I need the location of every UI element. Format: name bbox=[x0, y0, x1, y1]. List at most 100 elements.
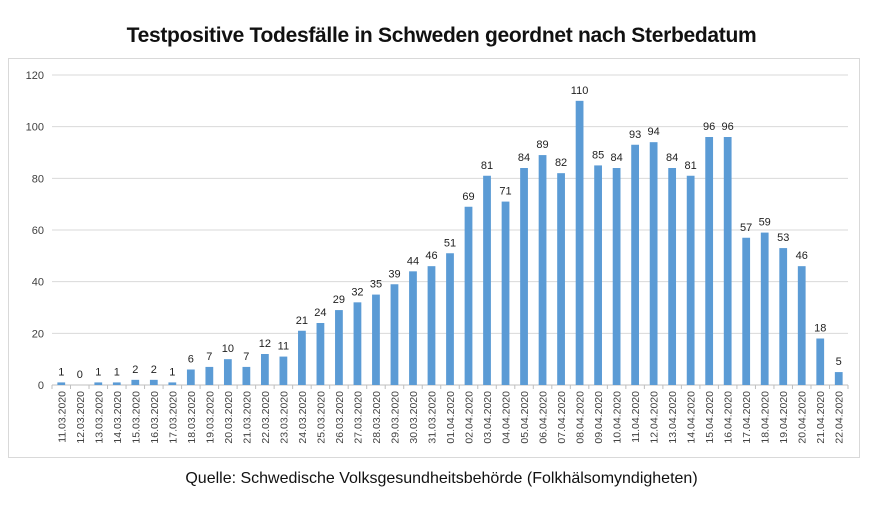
y-tick-label: 60 bbox=[32, 225, 44, 237]
x-tick-label: 10.04.2020 bbox=[612, 391, 624, 444]
x-tick-label: 12.04.2020 bbox=[649, 391, 661, 444]
data-label: 57 bbox=[740, 222, 752, 234]
bar bbox=[205, 366, 214, 385]
x-tick-label: 20.04.2020 bbox=[797, 391, 809, 444]
bar bbox=[686, 175, 695, 385]
bar bbox=[353, 302, 362, 385]
data-label: 29 bbox=[333, 294, 345, 306]
data-label: 53 bbox=[777, 232, 789, 244]
data-label: 24 bbox=[314, 307, 326, 319]
data-label: 59 bbox=[759, 217, 771, 229]
data-label: 11 bbox=[278, 341, 289, 353]
bar bbox=[131, 379, 140, 385]
bar bbox=[316, 323, 325, 385]
x-tick-label: 31.03.2020 bbox=[426, 391, 438, 444]
bar bbox=[816, 338, 825, 385]
y-tick-label: 80 bbox=[32, 173, 44, 185]
data-label: 6 bbox=[188, 354, 194, 366]
bar bbox=[742, 237, 751, 385]
bar bbox=[797, 266, 806, 385]
x-axis-ticks: 11.03.2020 12.03.2020 13.03.2020 14.03.2020… bbox=[51, 385, 849, 444]
data-label: 0 bbox=[77, 369, 83, 381]
data-label: 69 bbox=[462, 191, 474, 203]
data-label: 10 bbox=[222, 343, 234, 355]
chart-frame bbox=[8, 58, 860, 458]
x-tick-label: 01.04.2020 bbox=[445, 391, 457, 444]
bar bbox=[168, 382, 177, 385]
bar bbox=[223, 359, 232, 385]
y-tick-label: 100 bbox=[26, 122, 44, 134]
data-label: 93 bbox=[629, 129, 641, 141]
data-label: 46 bbox=[796, 250, 808, 262]
data-label: 35 bbox=[370, 279, 382, 291]
x-tick-label: 02.04.2020 bbox=[464, 391, 476, 444]
data-label: 5 bbox=[836, 356, 842, 368]
data-label: 44 bbox=[407, 255, 419, 267]
data-label: 85 bbox=[592, 149, 604, 161]
data-label: 96 bbox=[703, 121, 715, 133]
data-label: 71 bbox=[499, 186, 511, 198]
bar bbox=[668, 168, 677, 385]
x-tick-label: 21.03.2020 bbox=[241, 391, 253, 444]
bar bbox=[390, 284, 399, 385]
bar bbox=[649, 142, 658, 385]
bar bbox=[557, 173, 565, 385]
x-tick-label: 11.03.2020 bbox=[56, 391, 68, 443]
data-label: 84 bbox=[610, 152, 622, 164]
x-tick-label: 11.04.2020 bbox=[630, 391, 642, 443]
x-tick-label: 19.04.2020 bbox=[778, 391, 790, 444]
x-tick-label: 19.03.2020 bbox=[204, 391, 216, 444]
bar bbox=[372, 294, 380, 385]
bar bbox=[760, 232, 769, 385]
bar bbox=[149, 379, 158, 385]
x-tick-label: 24.03.2020 bbox=[297, 391, 309, 444]
x-tick-label: 18.03.2020 bbox=[186, 391, 198, 444]
bar bbox=[427, 266, 436, 385]
x-tick-label: 13.03.2020 bbox=[93, 391, 105, 444]
y-tick-label: 40 bbox=[32, 277, 44, 289]
x-tick-label: 07.04.2020 bbox=[556, 391, 568, 444]
x-tick-label: 17.03.2020 bbox=[167, 391, 179, 444]
bar bbox=[409, 271, 417, 385]
x-tick-label: 15.03.2020 bbox=[130, 391, 142, 444]
data-label: 1 bbox=[95, 366, 101, 378]
x-tick-label: 06.04.2020 bbox=[538, 391, 550, 444]
data-label: 89 bbox=[536, 139, 548, 151]
bar bbox=[631, 144, 640, 385]
x-tick-label: 14.04.2020 bbox=[686, 391, 698, 444]
x-tick-label: 22.04.2020 bbox=[834, 391, 846, 444]
bar bbox=[723, 137, 732, 385]
data-label: 7 bbox=[243, 351, 249, 363]
data-label: 81 bbox=[481, 160, 493, 172]
chart-title: Testpositive Todesfälle in Schweden geor… bbox=[126, 24, 757, 47]
x-tick-label: 15.04.2020 bbox=[704, 391, 716, 444]
x-tick-label: 30.03.2020 bbox=[408, 391, 420, 444]
bars bbox=[57, 100, 843, 385]
data-label: 46 bbox=[425, 250, 437, 262]
data-label: 2 bbox=[151, 364, 157, 376]
bar bbox=[575, 100, 584, 385]
data-label: 12 bbox=[259, 338, 271, 350]
x-tick-label: 22.03.2020 bbox=[260, 391, 272, 444]
x-tick-label: 26.03.2020 bbox=[334, 391, 346, 444]
bar bbox=[94, 382, 103, 385]
x-tick-label: 25.03.2020 bbox=[315, 391, 327, 444]
data-label: 81 bbox=[685, 160, 697, 172]
bar bbox=[57, 382, 66, 385]
x-tick-label: 14.03.2020 bbox=[112, 391, 124, 444]
data-label: 1 bbox=[114, 366, 120, 378]
bar bbox=[112, 382, 121, 385]
bar bbox=[520, 168, 528, 385]
bar bbox=[464, 206, 473, 385]
bar bbox=[242, 366, 251, 385]
data-label: 96 bbox=[722, 121, 734, 133]
x-tick-label: 18.04.2020 bbox=[760, 391, 772, 444]
data-label: 32 bbox=[351, 286, 363, 298]
data-label: 1 bbox=[169, 366, 175, 378]
data-label: 7 bbox=[206, 351, 212, 363]
y-axis-ticks: 0 20 40 60 80 100 120 bbox=[26, 70, 44, 392]
bar bbox=[834, 372, 843, 385]
data-label: 84 bbox=[518, 152, 530, 164]
